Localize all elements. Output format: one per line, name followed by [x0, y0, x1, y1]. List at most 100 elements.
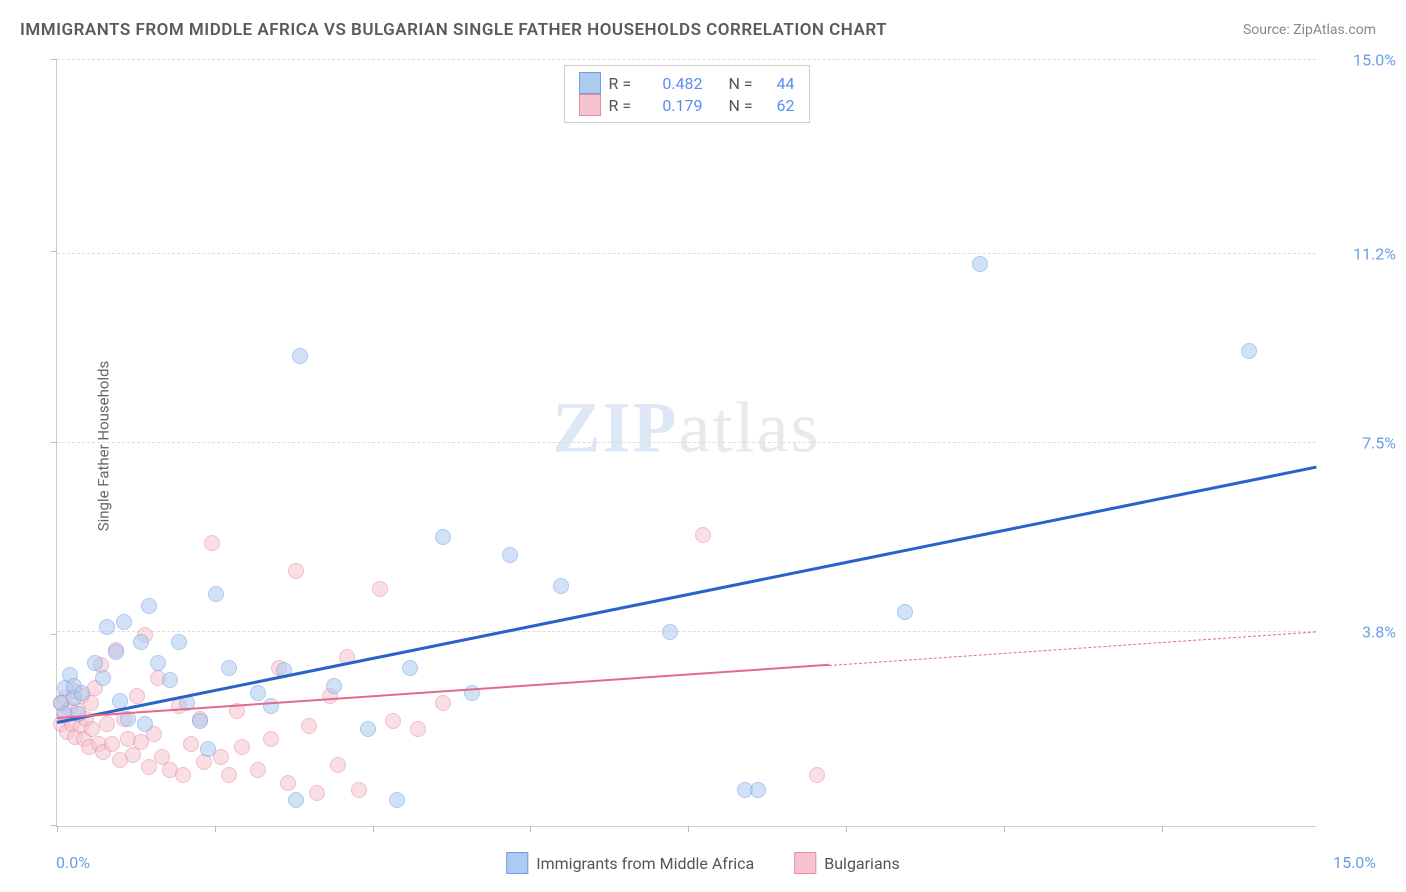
- data-point: [402, 660, 418, 676]
- data-point: [292, 348, 308, 364]
- y-tick-label: 15.0%: [1353, 51, 1396, 70]
- x-tick: [846, 826, 847, 832]
- data-point: [330, 757, 346, 773]
- data-point: [897, 604, 913, 620]
- x-tick: [1004, 826, 1005, 832]
- series-legend-item: Immigrants from Middle Africa: [506, 852, 754, 874]
- data-point: [301, 718, 317, 734]
- data-point: [662, 624, 678, 640]
- data-point: [162, 672, 178, 688]
- y-tick: [51, 251, 57, 252]
- chart-title: IMMIGRANTS FROM MIDDLE AFRICA VS BULGARI…: [20, 20, 887, 40]
- data-point: [288, 563, 304, 579]
- watermark: ZIPatlas: [553, 386, 821, 469]
- data-point: [141, 598, 157, 614]
- x-tick: [215, 826, 216, 832]
- gridline: [57, 253, 1316, 254]
- data-point: [99, 716, 115, 732]
- legend-n-value: 44: [763, 74, 795, 93]
- legend-swatch: [794, 852, 816, 874]
- data-point: [288, 792, 304, 808]
- data-point: [750, 782, 766, 798]
- data-point: [74, 685, 90, 701]
- data-point: [84, 721, 100, 737]
- data-point: [137, 716, 153, 732]
- x-tick: [530, 826, 531, 832]
- data-point: [183, 736, 199, 752]
- data-point: [221, 660, 237, 676]
- data-point: [104, 736, 120, 752]
- data-point: [351, 782, 367, 798]
- data-point: [99, 619, 115, 635]
- data-point: [192, 713, 208, 729]
- series-legend-label: Immigrants from Middle Africa: [536, 854, 754, 873]
- y-tick-label: 3.8%: [1362, 622, 1396, 641]
- data-point: [389, 792, 405, 808]
- source-label: Source:: [1243, 22, 1290, 38]
- legend-row: R = 0.179 N = 62: [579, 94, 795, 116]
- data-point: [133, 634, 149, 650]
- data-point: [360, 721, 376, 737]
- legend-row: R =0.482N =44: [579, 72, 795, 94]
- x-tick: [1162, 826, 1163, 832]
- legend-swatch: [579, 94, 601, 116]
- x-tick: [373, 826, 374, 832]
- legend-r-value: 0.179: [643, 96, 703, 115]
- watermark-atlas: atlas: [679, 387, 821, 467]
- legend-n-value: 62: [763, 96, 795, 115]
- y-tick-label: 7.5%: [1362, 434, 1396, 453]
- x-axis-min-label: 0.0%: [56, 853, 90, 872]
- data-point: [309, 785, 325, 801]
- series-legend: Immigrants from Middle Africa Bulgarians: [506, 852, 899, 874]
- legend-swatch: [506, 852, 528, 874]
- y-tick: [51, 59, 57, 60]
- data-point: [263, 731, 279, 747]
- data-point: [553, 578, 569, 594]
- data-point: [108, 644, 124, 660]
- data-point: [250, 762, 266, 778]
- gridline: [57, 442, 1316, 443]
- gridline: [57, 59, 1316, 60]
- series-legend-item: Bulgarians: [794, 852, 899, 874]
- data-point: [809, 767, 825, 783]
- data-point: [250, 685, 266, 701]
- data-point: [972, 256, 988, 272]
- y-tick-label: 11.2%: [1353, 245, 1396, 264]
- legend-r-label: R =: [609, 96, 635, 115]
- data-point: [410, 721, 426, 737]
- data-point: [326, 678, 342, 694]
- data-point: [435, 695, 451, 711]
- gridline: [57, 631, 1316, 632]
- legend-r-value: 0.482: [643, 74, 703, 93]
- y-tick: [51, 634, 57, 635]
- data-point: [129, 688, 145, 704]
- watermark-zip: ZIP: [553, 387, 679, 467]
- trend-line: [57, 466, 1316, 724]
- chart-plot-area: ZIPatlas R =0.482N =44R =0.179N =62 3.8%…: [56, 60, 1316, 827]
- legend-n-label: N =: [729, 74, 755, 93]
- y-tick: [51, 442, 57, 443]
- source-link[interactable]: ZipAtlas.com: [1293, 22, 1376, 38]
- data-point: [502, 547, 518, 563]
- data-point: [1241, 343, 1257, 359]
- data-point: [208, 586, 224, 602]
- data-point: [95, 670, 111, 686]
- legend-n-label: N =: [729, 96, 755, 115]
- data-point: [695, 527, 711, 543]
- x-tick: [688, 826, 689, 832]
- data-point: [175, 767, 191, 783]
- series-legend-label: Bulgarians: [824, 854, 899, 873]
- data-point: [234, 739, 250, 755]
- data-point: [87, 655, 103, 671]
- source-attribution: Source: ZipAtlas.com: [1243, 22, 1376, 38]
- y-tick: [51, 825, 57, 826]
- data-point: [116, 614, 132, 630]
- data-point: [435, 529, 451, 545]
- data-point: [221, 767, 237, 783]
- x-axis-max-label: 15.0%: [1333, 853, 1376, 872]
- legend-swatch: [579, 72, 601, 94]
- trend-line-extrapolated: [829, 631, 1316, 666]
- data-point: [280, 775, 296, 791]
- data-point: [204, 535, 220, 551]
- data-point: [150, 655, 166, 671]
